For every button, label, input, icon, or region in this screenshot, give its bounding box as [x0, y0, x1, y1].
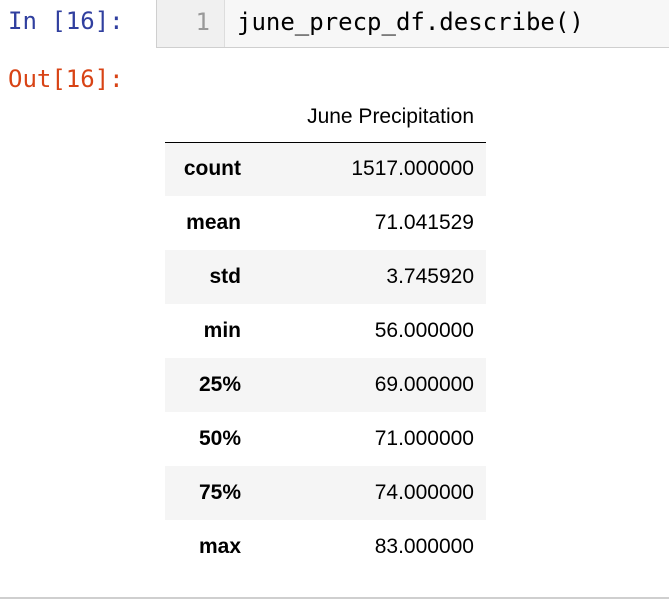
dataframe-table: June Precipitation count 1517.000000 mea… [165, 92, 486, 574]
table-row: count 1517.000000 [165, 142, 486, 196]
table-row: max 83.000000 [165, 520, 486, 574]
table-row: min 56.000000 [165, 304, 486, 358]
table-row: 25% 69.000000 [165, 358, 486, 412]
row-value: 71.041529 [374, 211, 474, 234]
row-index: std [209, 265, 242, 288]
table-row: 50% 71.000000 [165, 412, 486, 466]
row-value: 74.000000 [374, 481, 474, 504]
table-row: 75% 74.000000 [165, 466, 486, 520]
line-number-gutter: 1 [157, 0, 225, 47]
row-index: 50% [198, 427, 241, 450]
row-index: mean [186, 211, 241, 234]
output-prompt: Out[16]: [8, 65, 124, 93]
code-line[interactable]: june_precp_df.describe() [237, 8, 584, 36]
row-value: 83.000000 [374, 535, 474, 558]
table-header-row: June Precipitation [165, 92, 486, 143]
row-value: 69.000000 [374, 373, 474, 396]
row-index: max [198, 535, 241, 558]
cell-separator [0, 597, 669, 599]
row-index: min [203, 319, 241, 342]
row-index: 75% [198, 481, 241, 504]
index-header-cell [165, 92, 253, 143]
table-row: mean 71.041529 [165, 196, 486, 250]
table-row: std 3.745920 [165, 250, 486, 304]
line-number: 1 [195, 8, 210, 36]
row-index: 25% [198, 373, 241, 396]
code-editor[interactable]: 1 june_precp_df.describe() [156, 0, 669, 48]
row-value: 56.000000 [374, 319, 474, 342]
column-header: June Precipitation [253, 92, 486, 143]
input-prompt: In [16]: [8, 7, 124, 35]
row-value: 1517.000000 [351, 157, 474, 181]
row-index: count [183, 157, 241, 181]
row-value: 3.745920 [386, 265, 474, 288]
row-value: 71.000000 [374, 427, 474, 450]
